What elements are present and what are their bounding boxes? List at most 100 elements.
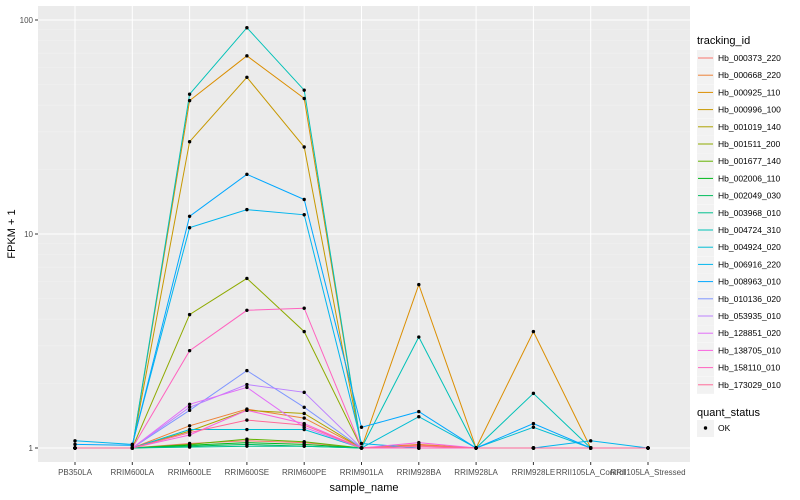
x-tick-label: RRIM600SE bbox=[225, 468, 269, 477]
legend-label: Hb_004924_020 bbox=[718, 242, 781, 252]
legend-label: Hb_002006_110 bbox=[718, 173, 781, 183]
data-point bbox=[73, 442, 77, 447]
data-point bbox=[302, 444, 306, 448]
data-point bbox=[187, 430, 192, 435]
data-point bbox=[130, 446, 134, 450]
data-point bbox=[245, 172, 249, 177]
data-point bbox=[302, 390, 306, 395]
data-point bbox=[302, 88, 306, 92]
x-tick-label: RRII105LA_Stressed bbox=[610, 468, 685, 477]
x-tick-label: RRII105LA_Control bbox=[556, 468, 626, 477]
data-point bbox=[359, 446, 364, 450]
data-point bbox=[531, 391, 536, 396]
grid bbox=[38, 6, 690, 462]
x-axis-title: sample_name bbox=[329, 482, 398, 494]
data-point bbox=[187, 427, 192, 432]
data-point bbox=[245, 444, 249, 448]
data-point bbox=[302, 96, 306, 101]
data-point bbox=[245, 276, 249, 281]
data-point bbox=[187, 445, 192, 449]
data-point bbox=[302, 440, 306, 444]
data-point bbox=[417, 444, 421, 448]
legend-label: Hb_003968_010 bbox=[718, 208, 781, 218]
data-point bbox=[187, 139, 192, 144]
legend-key bbox=[697, 239, 714, 257]
x-tick-label: PB350LA bbox=[58, 468, 92, 477]
data-point bbox=[646, 446, 650, 450]
data-point bbox=[187, 433, 192, 437]
shape-legend-title: quant_status bbox=[697, 407, 760, 419]
x-tick-label: RRIM600LE bbox=[168, 468, 212, 477]
data-point bbox=[302, 411, 306, 416]
data-point bbox=[187, 402, 192, 407]
data-point bbox=[245, 75, 249, 79]
x-tick-label: RRIM928BA bbox=[397, 468, 442, 477]
data-point bbox=[302, 213, 306, 217]
data-point bbox=[302, 423, 306, 427]
data-point bbox=[302, 145, 306, 149]
y-tick-label: 10 bbox=[24, 230, 33, 239]
y-axis-title: FPKM + 1 bbox=[6, 209, 18, 258]
data-point bbox=[130, 443, 134, 447]
data-point bbox=[245, 437, 249, 441]
data-point bbox=[359, 425, 364, 429]
data-point bbox=[417, 409, 421, 414]
data-point bbox=[245, 308, 249, 313]
data-point bbox=[302, 405, 306, 409]
data-point bbox=[245, 385, 249, 390]
legend-label: Hb_173029_010 bbox=[718, 380, 781, 390]
y-axis: 1 10 100 bbox=[20, 16, 38, 453]
data-point bbox=[245, 368, 249, 373]
legend-label: Hb_004724_310 bbox=[718, 225, 781, 235]
x-tick-label: RRIM600PE bbox=[282, 468, 326, 477]
legend-label: Hb_000925_110 bbox=[718, 87, 781, 97]
legend-label: Hb_053935_010 bbox=[718, 311, 781, 321]
data-point bbox=[417, 415, 421, 419]
y-tick-label: 100 bbox=[20, 16, 34, 25]
x-tick-label: RRIM928LE bbox=[512, 468, 556, 477]
data-point bbox=[187, 226, 192, 230]
legend-label: Hb_158110_010 bbox=[718, 363, 781, 373]
data-point bbox=[245, 54, 249, 58]
data-point bbox=[531, 329, 536, 334]
legend-label: Hb_000996_100 bbox=[718, 105, 781, 115]
legend-label: Hb_006916_220 bbox=[718, 259, 781, 269]
data-point bbox=[73, 439, 77, 443]
data-point bbox=[73, 446, 77, 450]
x-tick-label: RRIM600LA bbox=[111, 468, 155, 477]
data-point bbox=[359, 441, 364, 446]
data-point bbox=[302, 329, 306, 334]
shape-legend: quant_status OK bbox=[697, 407, 760, 437]
data-point bbox=[417, 282, 421, 287]
data-point bbox=[187, 408, 192, 413]
shape-legend-label: OK bbox=[718, 423, 731, 433]
data-point bbox=[302, 306, 306, 310]
data-point bbox=[302, 197, 306, 202]
legend-label: Hb_000373_220 bbox=[718, 53, 781, 63]
data-point bbox=[245, 427, 249, 432]
legend-label: Hb_000668_220 bbox=[718, 70, 781, 80]
data-point bbox=[245, 382, 249, 387]
data-point bbox=[417, 335, 421, 339]
data-point bbox=[245, 408, 249, 413]
data-point bbox=[302, 416, 306, 420]
data-point bbox=[187, 424, 192, 428]
data-point bbox=[589, 439, 593, 443]
data-point bbox=[187, 348, 192, 353]
data-point bbox=[531, 425, 536, 429]
data-point bbox=[187, 214, 192, 218]
data-point bbox=[531, 446, 536, 450]
y-tick-label: 1 bbox=[29, 444, 34, 453]
data-point bbox=[187, 98, 192, 103]
data-point bbox=[531, 421, 536, 426]
data-point bbox=[589, 446, 593, 450]
x-tick-label: RRIM901LA bbox=[340, 468, 384, 477]
legend-label: Hb_001019_140 bbox=[718, 122, 781, 132]
legend: tracking_id Hb_000373_220 Hb_000668_220 Hb… bbox=[697, 35, 781, 394]
shape-legend-point bbox=[703, 426, 708, 430]
data-point bbox=[245, 26, 249, 30]
data-point bbox=[245, 418, 249, 422]
data-point bbox=[474, 446, 478, 450]
legend-label: Hb_001511_200 bbox=[718, 139, 781, 149]
